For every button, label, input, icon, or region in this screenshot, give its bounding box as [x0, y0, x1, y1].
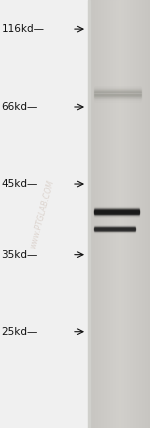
Bar [92, 0, 93, 428]
Bar [94, 89, 141, 90]
Bar [130, 0, 131, 428]
Bar [94, 92, 141, 94]
Bar [131, 0, 132, 428]
Bar [94, 217, 139, 218]
Bar [125, 0, 126, 428]
Bar [94, 212, 139, 213]
Text: 45kd—: 45kd— [2, 179, 38, 189]
Bar [139, 0, 140, 428]
Bar [132, 0, 133, 428]
Bar [106, 0, 107, 428]
Bar [126, 0, 127, 428]
Bar [94, 205, 139, 206]
Bar [99, 0, 100, 428]
Bar [98, 0, 99, 428]
Bar [96, 0, 97, 428]
Bar [94, 97, 141, 98]
Bar [121, 0, 122, 428]
Bar [138, 0, 139, 428]
Bar [94, 95, 141, 96]
Bar [133, 0, 134, 428]
Bar [114, 0, 115, 428]
Text: 25kd—: 25kd— [2, 327, 38, 337]
Bar [111, 0, 112, 428]
Bar [144, 0, 145, 428]
Bar [140, 0, 141, 428]
Bar [112, 0, 113, 428]
Bar [129, 0, 130, 428]
Bar [141, 0, 142, 428]
Bar [115, 0, 116, 428]
Text: 116kd—: 116kd— [2, 24, 45, 34]
Bar [122, 0, 123, 428]
Bar [103, 0, 104, 428]
Bar [94, 88, 141, 89]
Bar [116, 0, 117, 428]
Bar [127, 0, 128, 428]
Text: www.PTGLAB.COM: www.PTGLAB.COM [28, 178, 56, 250]
Bar [128, 0, 129, 428]
Bar [148, 0, 149, 428]
Bar [94, 215, 139, 216]
Bar [124, 0, 125, 428]
Bar [119, 0, 120, 428]
Text: 66kd—: 66kd— [2, 102, 38, 112]
Bar [104, 0, 105, 428]
Bar [94, 94, 141, 95]
Bar [94, 209, 139, 210]
Bar [94, 213, 139, 214]
Bar [134, 0, 135, 428]
Bar [94, 98, 141, 99]
Bar [113, 0, 114, 428]
Bar [147, 0, 148, 428]
Bar [120, 0, 121, 428]
Bar [93, 0, 94, 428]
Bar [135, 0, 136, 428]
Bar [94, 96, 141, 97]
Bar [94, 99, 141, 101]
Bar [137, 0, 138, 428]
Bar [143, 0, 144, 428]
Bar [94, 87, 141, 88]
Bar [91, 0, 92, 428]
Bar [110, 0, 111, 428]
Bar [94, 86, 141, 87]
Bar [136, 0, 137, 428]
Bar [145, 0, 146, 428]
Bar [117, 0, 118, 428]
Bar [123, 0, 124, 428]
Bar [101, 0, 102, 428]
Bar [108, 0, 109, 428]
Bar [149, 0, 150, 428]
Bar [118, 0, 119, 428]
Bar [142, 0, 143, 428]
Bar [95, 0, 96, 428]
Bar [94, 210, 139, 211]
Bar [107, 0, 108, 428]
Bar [102, 0, 103, 428]
Bar [94, 91, 141, 92]
Bar [100, 0, 101, 428]
Bar [94, 206, 139, 207]
Bar [97, 0, 98, 428]
Bar [94, 211, 139, 212]
Bar [88, 0, 90, 428]
Text: 35kd—: 35kd— [2, 250, 38, 260]
Bar [94, 207, 139, 208]
Bar [90, 0, 91, 428]
Bar [94, 0, 95, 428]
Bar [94, 208, 139, 209]
Bar [109, 0, 110, 428]
Bar [146, 0, 147, 428]
Bar [94, 101, 141, 103]
Bar [94, 90, 141, 91]
Bar [105, 0, 106, 428]
